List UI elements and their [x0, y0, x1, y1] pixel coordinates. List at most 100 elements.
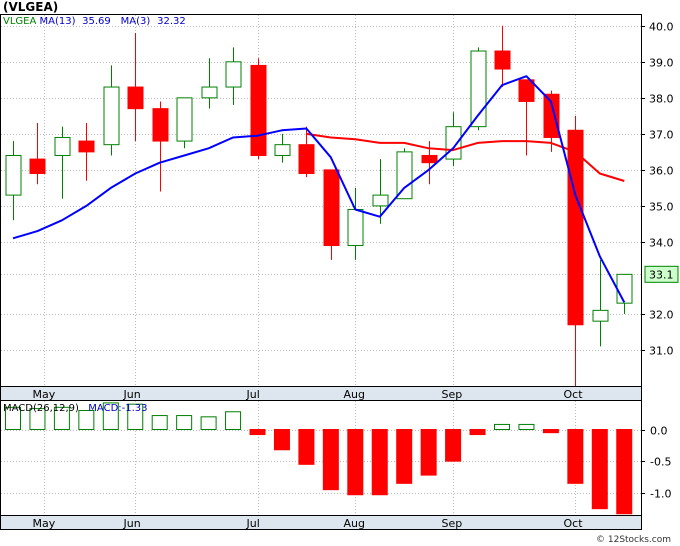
legend-item: MA(3) — [121, 16, 151, 27]
macd-bar — [420, 429, 437, 476]
macd-bar — [29, 408, 46, 431]
candle-body — [250, 64, 267, 156]
legend-item: 35.69 — [82, 16, 111, 27]
month-label: Jun — [123, 517, 141, 530]
candle-body — [567, 129, 584, 326]
price-tick-label: 31.0 — [649, 345, 674, 358]
price-tick-label: 37.0 — [649, 129, 674, 142]
macd-month-labels: May Jun Jul Aug Sep Oct — [33, 517, 584, 530]
candle-body — [298, 144, 315, 174]
candle-body — [543, 93, 560, 138]
candle-body — [372, 194, 389, 207]
price-date-axis — [0, 386, 642, 401]
candle-body — [78, 140, 95, 153]
macd-bar — [322, 429, 339, 491]
price-tick-label: 38.0 — [649, 93, 674, 106]
macd-bar — [102, 402, 119, 430]
price-tick-label: 36.0 — [649, 165, 674, 178]
candle-body — [5, 154, 22, 196]
candle-body — [494, 50, 511, 70]
price-tick-label: 34.0 — [649, 237, 674, 250]
macd-bar — [469, 429, 486, 436]
price-tick-label: 40.0 — [649, 21, 674, 34]
candle-body — [103, 86, 120, 146]
macd-tick-label: -0.5 — [650, 456, 671, 469]
macd-bar — [78, 410, 95, 430]
macd-bar — [200, 416, 217, 431]
ma3-line — [12, 75, 626, 303]
macd-bar — [591, 429, 608, 510]
candle-body — [347, 209, 364, 247]
candle-body — [152, 108, 169, 142]
macd-bar — [5, 406, 21, 431]
month-label: Sep — [442, 517, 463, 530]
month-label: Jun — [123, 388, 141, 401]
macd-bar — [396, 429, 413, 484]
candle-body — [323, 169, 340, 247]
macd-date-axis — [0, 515, 642, 530]
candle-body — [445, 126, 462, 160]
legend-item: MA(13) — [40, 16, 76, 27]
macd-legend: MACD(26,12,9) MACD:-1.33 — [3, 403, 148, 414]
ma13-line — [306, 132, 625, 182]
legend-item: MACD:-1.33 — [88, 403, 147, 414]
macd-bar — [616, 429, 633, 515]
macd-bar — [298, 429, 315, 465]
macd-bar — [567, 429, 584, 484]
last-price-marker: 33.1 — [644, 265, 679, 283]
price-tick-label: 39.0 — [649, 57, 674, 70]
price-axis-labels: 40.0 39.0 38.0 37.0 36.0 35.0 34.0 32.0 31.0 — [641, 21, 674, 358]
macd-bar — [542, 429, 559, 434]
watermark: © 12Stocks.com — [596, 535, 671, 545]
macd-tick-label: -1.0 — [650, 488, 671, 501]
month-label: Oct — [564, 517, 584, 530]
macd-bar — [151, 415, 168, 431]
macd-bar — [518, 423, 535, 430]
month-label: May — [33, 517, 56, 530]
candle-body — [201, 86, 218, 99]
macd-bar — [176, 415, 193, 431]
macd-bar — [249, 429, 266, 436]
macd-bar — [371, 429, 388, 496]
price-panel — [0, 14, 642, 387]
price-legend: VLGEA MA(13) 35.69 MA(3) 32.32 — [3, 16, 186, 27]
candle-body — [396, 151, 413, 200]
candle-body — [54, 136, 71, 156]
month-label: Aug — [344, 517, 365, 530]
month-label: Jul — [246, 517, 260, 530]
candle-body — [470, 50, 487, 128]
legend-item: MACD(26,12,9) — [3, 403, 79, 414]
month-label: Aug — [344, 388, 365, 401]
macd-bar — [127, 403, 144, 430]
chart-title: (VLGEA) — [3, 0, 58, 14]
macd-bar — [273, 429, 290, 451]
candle-body — [616, 273, 633, 304]
last-price-label: 33.1 — [649, 268, 674, 281]
month-label: Oct — [564, 388, 584, 401]
macd-tick-label: 0.0 — [650, 425, 668, 438]
candle-body — [421, 154, 438, 164]
macd-bar — [347, 429, 364, 496]
macd-panel — [0, 400, 642, 516]
month-label: Sep — [442, 388, 463, 401]
candle-body — [127, 86, 144, 110]
macd-bar — [445, 429, 462, 462]
candle-body — [176, 97, 193, 142]
candle-body — [518, 79, 535, 102]
month-label: Jul — [246, 388, 260, 401]
macd-bar — [225, 411, 242, 430]
candle-body — [225, 61, 242, 88]
legend-item: VLGEA — [3, 16, 36, 27]
candle-body — [592, 309, 609, 322]
candle-body — [29, 158, 46, 174]
macd-bar — [53, 406, 70, 431]
month-label: May — [33, 388, 56, 401]
price-tick-label: 32.0 — [649, 309, 674, 322]
candle-body — [274, 144, 291, 156]
macd-histogram — [5, 402, 633, 515]
macd-axis-labels: 0.0 -0.5 -1.0 — [641, 425, 671, 501]
price-month-labels: May Jun Jul Aug Sep Oct — [33, 388, 584, 401]
legend-item: 32.32 — [157, 16, 186, 27]
